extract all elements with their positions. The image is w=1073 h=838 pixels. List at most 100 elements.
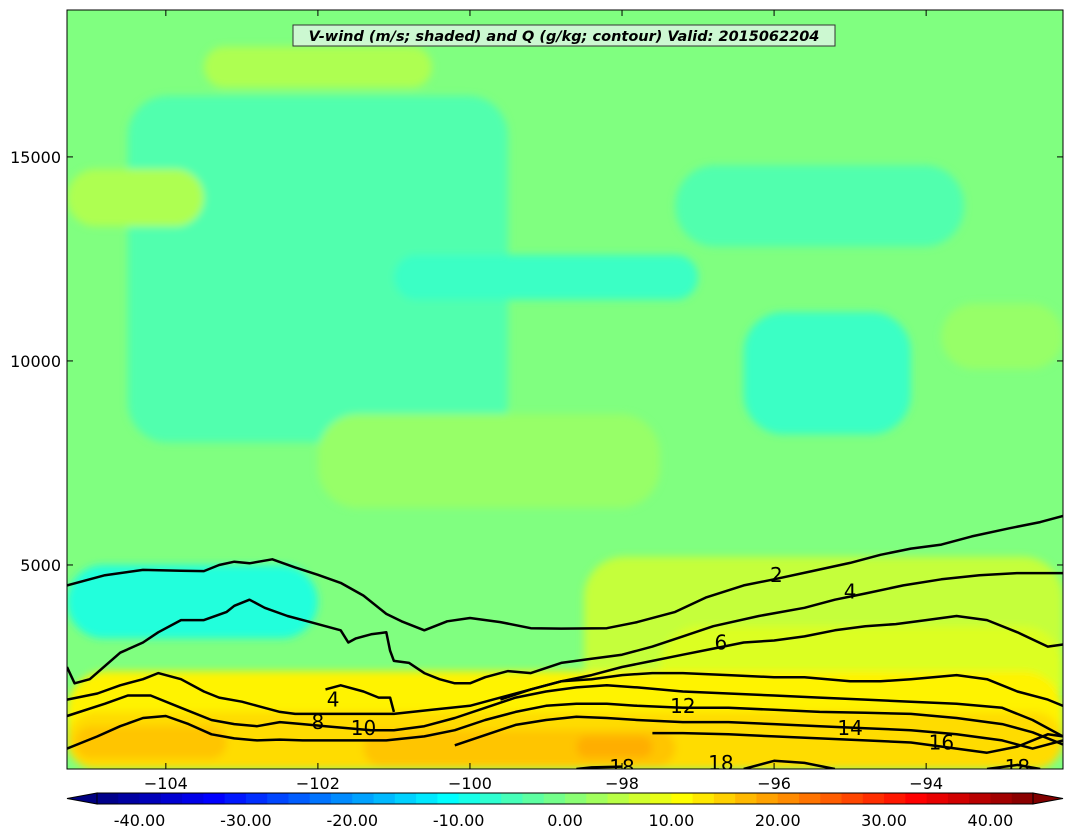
colorbar-bin (288, 793, 311, 804)
colorbar-tick-label: -30.00 (220, 811, 272, 830)
colorbar-bin (182, 793, 204, 804)
contour-line-12-6 (67, 702, 1063, 750)
colorbar-bin (820, 793, 843, 804)
contour-label-0: 2 (770, 563, 783, 587)
shaded-region-5 (317, 413, 661, 508)
colorbar-bin (884, 793, 906, 804)
colorbar-bin (97, 793, 119, 804)
shaded-region-3 (743, 311, 911, 435)
contour-line-18-10 (743, 759, 836, 769)
colorbar-bin (160, 793, 183, 804)
colorbar-bin (139, 793, 162, 804)
colorbar-bin (479, 793, 502, 804)
contour-line-4-1 (67, 571, 1063, 685)
colorbar: -40.00 -30.00 -20.00 -10.00 0.00 10.00 20.00 30… (66, 792, 1064, 830)
y-axis: 5000 10000 15000 (10, 148, 1063, 575)
colorbar-tick-label: -10.00 (433, 811, 485, 830)
colorbar-bin (628, 793, 651, 804)
colorbar-tick-label: 10.00 (648, 811, 694, 830)
colorbar-bin (203, 793, 226, 804)
x-tick-label: −102 (296, 774, 340, 793)
colorbar-bin (713, 793, 736, 804)
shaded-region-8 (203, 46, 432, 88)
colorbar-bin (522, 793, 545, 804)
colorbar-bin (692, 793, 715, 804)
colorbar-bin (565, 793, 587, 804)
colorbar-bin (947, 793, 970, 804)
colorbar-extend-high (1032, 792, 1064, 805)
colorbar-tick-label: 40.00 (968, 811, 1014, 830)
contour-line-2-0 (67, 514, 1063, 632)
shaded-region-7 (67, 169, 204, 227)
x-tick-label: −94 (909, 774, 943, 793)
shaded-region-4 (675, 165, 965, 247)
x-axis: −104 −102 −100 −98 −96 −94 (144, 10, 943, 793)
colorbar-bin (650, 793, 672, 804)
y-tick-label: 15000 (10, 148, 61, 167)
contour-label-4: 8 (312, 710, 325, 734)
colorbar-bin (905, 793, 928, 804)
chart-title: V-wind (m/s; shaded) and Q (g/kg; contou… (309, 29, 820, 45)
contour-label-7: 14 (837, 716, 862, 740)
colorbar-bin (245, 793, 268, 804)
colorbar-bin (756, 793, 779, 804)
contour-label-1: 4 (844, 579, 857, 603)
contour-label-5: 10 (351, 716, 376, 740)
colorbar-bin (373, 793, 396, 804)
contour-label-11: 18 (1005, 755, 1030, 779)
x-tick-label: −100 (448, 774, 492, 793)
colorbar-bin (543, 793, 566, 804)
colorbar-bin (735, 793, 758, 804)
contour-label-9: 18 (609, 755, 634, 779)
contour-line-10-5 (67, 684, 1063, 738)
colorbar-tick-label: 0.00 (547, 811, 583, 830)
shaded-region-14 (74, 726, 227, 759)
contour-line-8-4 (67, 671, 1063, 716)
x-tick-label: −96 (757, 774, 791, 793)
contour-label-6: 12 (670, 694, 695, 718)
x-tick-label: −104 (144, 774, 188, 793)
title-box: V-wind (m/s; shaded) and Q (g/kg; contou… (292, 24, 836, 47)
colorbar-bin (862, 793, 885, 804)
colorbar-bin (926, 793, 949, 804)
colorbar-bin (352, 793, 375, 804)
colorbar-bin (331, 793, 353, 804)
colorbar-bin (224, 793, 247, 804)
colorbar-bin (458, 793, 481, 804)
contour-line-6-2 (500, 614, 1063, 701)
shaded-region-1 (127, 95, 508, 443)
shaded-region-16 (576, 736, 653, 758)
shaded-region-6 (941, 303, 1063, 370)
colorbar-bin (607, 793, 630, 804)
colorbar-tick-label: 30.00 (861, 811, 907, 830)
contour-label-8: 16 (929, 730, 954, 754)
q-contours (67, 514, 1063, 769)
colorbar-bin (309, 793, 332, 804)
plot-frame (66, 9, 1064, 770)
colorbar-bin (671, 793, 694, 804)
colorbar-frame (96, 792, 1034, 805)
colorbar-bin (1011, 793, 1034, 804)
vwind-shading (67, 46, 1063, 769)
colorbar-bin (799, 793, 821, 804)
colorbar-bin (437, 793, 460, 804)
colorbar-bin (969, 793, 992, 804)
colorbar-tick-label: 20.00 (755, 811, 801, 830)
contour-line-16-8 (652, 731, 1063, 754)
shaded-region-2 (393, 254, 699, 300)
contour-line-18-9 (576, 765, 623, 769)
contour-label-3: 4 (327, 688, 340, 712)
contour-line-4-3 (325, 684, 396, 713)
colorbar-bin (990, 793, 1013, 804)
colorbar-bin (394, 793, 417, 804)
colorbar-bin (777, 793, 800, 804)
colorbar-bin (267, 793, 290, 804)
contour-line-18-11 (986, 763, 1041, 769)
y-tick-label: 10000 (10, 352, 61, 371)
colorbar-bin (586, 793, 609, 804)
contour-label-10: 18 (708, 751, 733, 775)
colorbar-extend-low (66, 792, 98, 805)
